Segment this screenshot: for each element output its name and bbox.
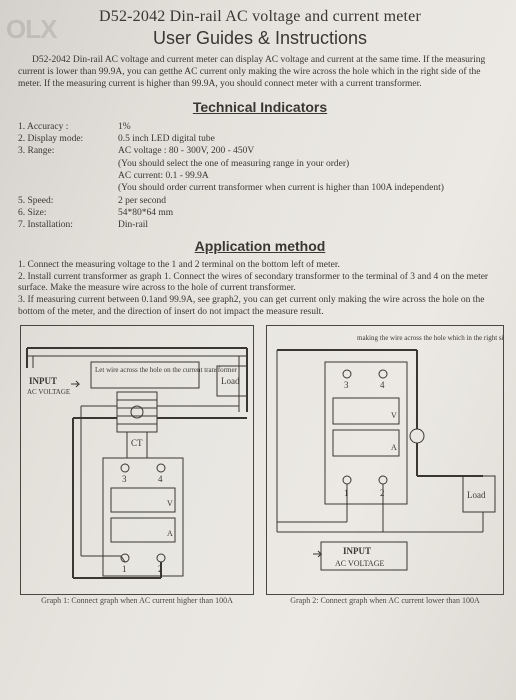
svg-text:INPUT: INPUT	[343, 546, 371, 556]
specs-block: 1. Accuracy :1% 2. Display mode:0.5 inch…	[18, 121, 502, 232]
spec-install-label: 7. Installation:	[18, 219, 118, 231]
graph1-caption: Graph 1: Connect graph when AC current h…	[21, 596, 253, 605]
title-guides: User Guides & Instructions	[18, 28, 502, 49]
svg-text:CT: CT	[131, 438, 143, 448]
svg-text:V: V	[167, 499, 173, 508]
application-method-heading: Application method	[18, 238, 502, 254]
svg-text:4: 4	[158, 474, 163, 484]
svg-text:3: 3	[344, 380, 349, 390]
graph2-caption: Graph 2: Connect graph when AC current l…	[267, 596, 503, 605]
svg-text:Load: Load	[221, 376, 240, 386]
spec-accuracy-label: 1. Accuracy :	[18, 121, 118, 133]
spec-speed-label: 5. Speed:	[18, 195, 118, 207]
diagram-graph1: Let wire across the hole on the current …	[20, 325, 254, 595]
spec-accuracy-val: 1%	[118, 121, 131, 133]
spec-size-val: 54*80*64 mm	[118, 207, 173, 219]
dg2-note: making the wire across the hole which in…	[357, 334, 503, 342]
svg-text:3: 3	[122, 474, 127, 484]
spec-range-note2: (You should order current transformer wh…	[118, 182, 502, 194]
method-block: 1. Connect the measuring voltage to the …	[18, 260, 502, 319]
svg-text:Load: Load	[467, 490, 486, 500]
ct-note: Let wire across the hole on the current …	[95, 366, 238, 374]
spec-display-label: 2. Display mode:	[18, 133, 118, 145]
spec-size-label: 6. Size:	[18, 207, 118, 219]
svg-text:1: 1	[344, 488, 349, 498]
intro-paragraph: D52-2042 Din-rail AC voltage and current…	[18, 55, 502, 91]
svg-text:2: 2	[380, 488, 385, 498]
method-3: 3. If measuring current between 0.1and 9…	[18, 295, 502, 319]
svg-text:A: A	[391, 443, 397, 452]
title-model: D52-2042 Din-rail AC voltage and current…	[18, 8, 502, 26]
spec-install-val: Din-rail	[118, 219, 148, 231]
svg-text:4: 4	[380, 380, 385, 390]
spec-range-label: 3. Range:	[18, 145, 118, 157]
svg-text:1: 1	[122, 564, 127, 574]
spec-display-val: 0.5 inch LED digital tube	[118, 133, 215, 145]
svg-text:INPUT: INPUT	[29, 376, 57, 386]
spec-range-current: AC current: 0.1 - 99.9A	[118, 170, 502, 182]
method-2: 2. Install current transformer as graph …	[18, 272, 502, 296]
svg-text:AC VOLTAGE: AC VOLTAGE	[335, 559, 384, 568]
svg-text:AC VOLTAGE: AC VOLTAGE	[27, 388, 70, 396]
diagram-graph2: making the wire across the hole which in…	[266, 325, 504, 595]
method-1: 1. Connect the measuring voltage to the …	[18, 260, 502, 272]
spec-speed-val: 2 per second	[118, 195, 166, 207]
spec-range-note1: (You should select the one of measuring …	[118, 158, 502, 170]
tech-indicators-heading: Technical Indicators	[18, 99, 502, 115]
spec-range-val: AC voltage : 80 - 300V, 200 - 450V	[118, 145, 254, 157]
svg-text:V: V	[391, 411, 397, 420]
svg-text:A: A	[167, 529, 173, 538]
